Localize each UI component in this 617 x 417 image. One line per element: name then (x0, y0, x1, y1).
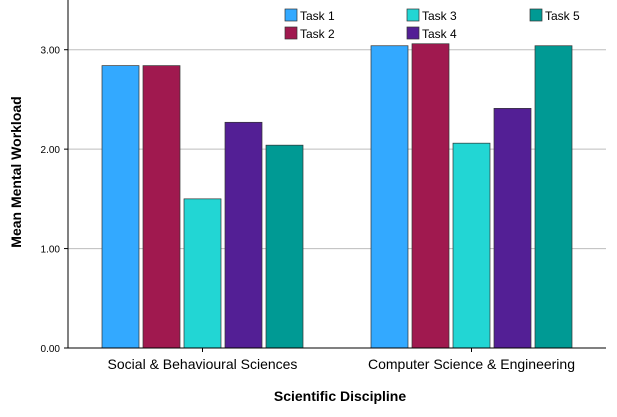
bar-task-5-cat-1 (534, 45, 573, 349)
bar-task-4-cat-0 (224, 121, 263, 349)
bars (101, 43, 573, 349)
legend-label-task-3: Task 3 (422, 9, 457, 23)
bar-task-1-cat-1 (370, 45, 409, 349)
legend-label-task-1: Task 1 (300, 9, 335, 23)
bar-task-3-cat-0 (183, 198, 222, 349)
bar-task-5-cat-0 (265, 144, 304, 349)
y-tick-label: 0.00 (41, 344, 61, 355)
legend-label-task-4: Task 4 (422, 27, 457, 41)
bar-task-3-cat-1 (452, 142, 491, 349)
x-tick-labels: Social & Behavioural Sciences Computer Sc… (108, 348, 575, 372)
legend-swatch-task-1 (284, 8, 298, 22)
y-axis-title: Mean Mental Workload (8, 96, 24, 247)
legend-label-task-5: Task 5 (545, 9, 580, 23)
bar-task-2-cat-0 (142, 65, 181, 349)
legend-swatch-task-2 (284, 26, 298, 40)
legend: Task 1 Task 2 Task 3 Task 4 Task 5 (284, 8, 580, 41)
y-tick-label: 2.00 (41, 145, 61, 156)
bar-task-1-cat-0 (101, 65, 140, 349)
legend-swatch-task-5 (529, 8, 543, 22)
bar-task-4-cat-1 (493, 108, 532, 349)
bar-task-2-cat-1 (411, 43, 450, 349)
legend-swatch-task-4 (406, 26, 420, 40)
x-axis-title: Scientific Discipline (274, 388, 406, 404)
y-tick-labels: 0.00 1.00 2.00 3.00 (41, 46, 68, 355)
axes (67, 0, 606, 349)
y-tick-label: 1.00 (41, 245, 61, 256)
x-tick-label: Computer Science & Engineering (368, 356, 575, 372)
legend-swatch-task-3 (406, 8, 420, 22)
y-tick-label: 3.00 (41, 46, 61, 57)
x-tick-label: Social & Behavioural Sciences (108, 356, 298, 372)
legend-label-task-2: Task 2 (300, 27, 335, 41)
